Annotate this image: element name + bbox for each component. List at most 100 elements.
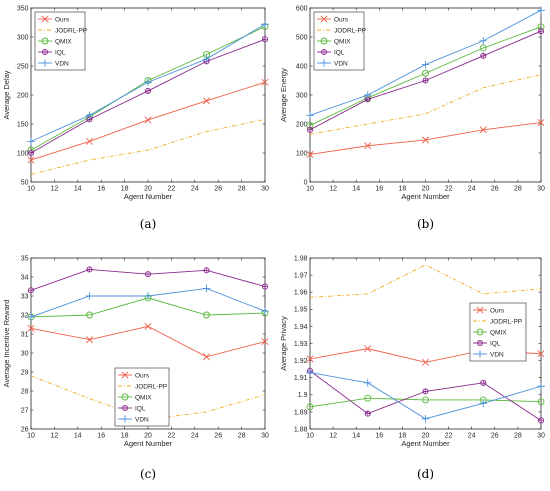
- y-tick-label: 1.89: [294, 409, 308, 416]
- series-vdn: [306, 368, 545, 423]
- x-tick-label: 16: [97, 433, 105, 440]
- data-point: [202, 97, 211, 105]
- y-axis-label: Average Incentive Reward: [2, 300, 11, 388]
- x-tick-label: 24: [191, 186, 199, 193]
- series-vdn: [27, 284, 269, 321]
- legend-marker-star: [42, 49, 48, 55]
- data-point: [480, 379, 487, 386]
- panel-caption: (c): [140, 467, 156, 481]
- data-point: [479, 44, 487, 52]
- data-point-star: [307, 127, 313, 132]
- x-tick-label: 16: [97, 186, 105, 193]
- x-tick-label: 22: [168, 433, 176, 440]
- data-point: [261, 20, 269, 29]
- series-ours: [27, 322, 269, 361]
- data-point-star: [538, 29, 544, 34]
- legend-label: VDN: [135, 416, 149, 423]
- y-tick-label: 33: [21, 293, 29, 300]
- series-line: [309, 397, 542, 408]
- y-tick-label: 1.95: [294, 307, 308, 314]
- legend-marker: [121, 415, 129, 423]
- legend-marker: [121, 371, 129, 379]
- data-point: [363, 379, 372, 387]
- series-line: [309, 264, 542, 298]
- panel-caption: (d): [417, 467, 434, 481]
- chart-panel-1: 10 12 14 16 18 20 22 24 26 28 30 50 100 150 200 250 300 3…: [2, 5, 269, 231]
- legend-marker-star: [122, 405, 128, 411]
- series-iql: [27, 266, 269, 294]
- legend-marker: [121, 404, 129, 412]
- y-tick-label: 250: [17, 63, 29, 70]
- panel-caption: (b): [417, 217, 434, 231]
- y-tick-label: 600: [296, 5, 308, 12]
- data-point: [306, 403, 314, 411]
- y-tick-label: 1.97: [294, 273, 308, 280]
- data-point: [86, 266, 93, 273]
- y-tick-label: 34: [21, 274, 29, 281]
- series-line: [309, 26, 542, 126]
- data-point: [537, 119, 545, 127]
- series-jodrl-pp: [309, 74, 542, 135]
- data-point: [27, 287, 35, 294]
- y-tick-label: 1.92: [294, 358, 308, 365]
- y-axis-label: Average Privacy: [279, 316, 288, 371]
- data-point: [144, 78, 152, 87]
- y-tick-label: 27: [21, 407, 29, 414]
- legend-label: QMIX: [490, 329, 507, 336]
- x-tick-label: 20: [422, 433, 430, 440]
- x-tick-label: 30: [261, 433, 269, 440]
- x-axis-label: Agent Number: [124, 439, 173, 448]
- x-tick-label: 20: [144, 186, 152, 193]
- series-vdn: [306, 6, 545, 120]
- y-tick-label: 1.91: [294, 375, 308, 382]
- data-point: [306, 355, 314, 363]
- series-ours: [27, 78, 269, 164]
- legend-marker-star: [321, 49, 327, 55]
- legend-label: Ours: [135, 372, 150, 379]
- series-jodrl-pp: [309, 264, 542, 298]
- legend-marker-star: [477, 340, 483, 346]
- series-iql: [306, 28, 545, 133]
- data-point: [86, 311, 93, 319]
- data-point-star: [481, 380, 486, 386]
- x-axis-label: Agent Number: [401, 439, 450, 448]
- x-tick-label: 10: [27, 186, 35, 193]
- data-point-star: [28, 150, 34, 156]
- y-tick-label: 28: [21, 388, 29, 395]
- x-tick-label: 14: [74, 433, 82, 440]
- legend-marker: [476, 328, 484, 336]
- y-tick-label: 1.9: [298, 392, 308, 399]
- data-point: [202, 284, 211, 293]
- series-jodrl-pp: [30, 375, 266, 420]
- y-tick-label: 0: [304, 179, 308, 186]
- data-point: [202, 353, 211, 361]
- y-tick-label: 100: [296, 150, 308, 157]
- legend-label: Ours: [55, 16, 70, 23]
- x-tick-label: 16: [375, 186, 383, 193]
- legend-label: JODRL-PP: [55, 27, 87, 34]
- legend-marker: [320, 48, 328, 56]
- x-tick-label: 18: [121, 186, 129, 193]
- data-point-star: [262, 37, 268, 42]
- data-point-star: [87, 267, 92, 272]
- x-tick-label: 18: [121, 433, 129, 440]
- data-point-star: [145, 88, 151, 94]
- x-axis-label: Agent Number: [401, 192, 450, 201]
- x-axis-label: Agent Number: [124, 192, 173, 201]
- x-tick-label: 24: [468, 433, 476, 440]
- y-tick-label: 200: [296, 121, 308, 128]
- series-line: [30, 375, 266, 420]
- data-point-star: [28, 288, 34, 293]
- x-tick-label: 14: [352, 433, 360, 440]
- y-tick-label: 26: [21, 426, 29, 433]
- legend-label: QMIX: [334, 38, 351, 45]
- data-point: [364, 345, 372, 353]
- y-tick-label: 1.93: [294, 341, 308, 348]
- panel-caption: (a): [140, 217, 157, 231]
- data-point: [422, 77, 429, 84]
- series-line: [30, 118, 266, 175]
- legend: Ours JODRL-PP QMIX IQL VDN: [313, 11, 366, 71]
- data-point: [144, 271, 152, 278]
- y-tick-label: 500: [296, 34, 308, 41]
